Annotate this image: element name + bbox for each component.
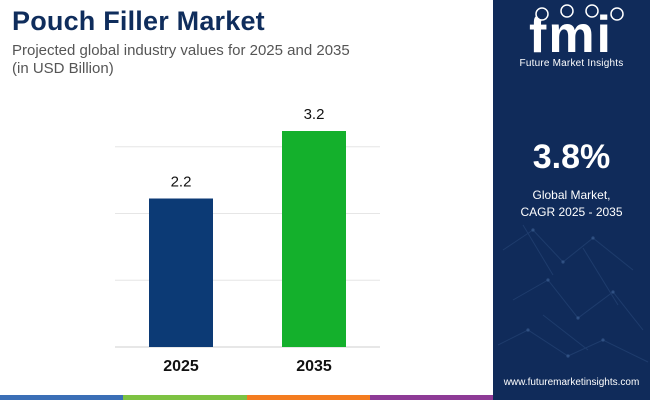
- data-label-2035: 3.2: [304, 106, 325, 123]
- bar-chart: 2.2 2025 3.2 2035: [115, 106, 380, 375]
- strip-segment-1: [0, 395, 124, 400]
- background-pattern: [497, 224, 649, 363]
- cagr-value: 3.8%: [532, 138, 611, 176]
- strip-segment-2: [123, 395, 247, 400]
- x-tick-label-2035: 2035: [296, 358, 332, 375]
- strip-segment-4: [369, 395, 493, 400]
- page-title: Pouch Filler Market: [12, 6, 265, 36]
- strip-segment-3: [246, 395, 370, 400]
- cagr-label: Global Market, CAGR 2025 - 2035: [493, 187, 650, 221]
- bar-2025: [149, 198, 213, 347]
- x-tick-label-2025: 2025: [163, 358, 199, 375]
- page-subtitle: Projected global industry values for 202…: [12, 42, 452, 78]
- logo-caption: Future Market Insights: [519, 58, 624, 69]
- logo-icons: [535, 4, 624, 21]
- data-label-2025: 2.2: [171, 174, 192, 191]
- subtitle-line-1: Projected global industry values for 202…: [12, 42, 350, 59]
- footer-color-strip: [0, 395, 493, 400]
- cagr-label-line-2: CAGR 2025 - 2035: [520, 205, 623, 219]
- website-link[interactable]: www.futuremarketinsights.com: [503, 377, 640, 388]
- fmi-logo: fmi: [529, 4, 624, 60]
- subtitle-line-2: (in USD Billion): [12, 60, 114, 77]
- sidebar-panel: fmi Future Market Insights 3.8% Global M…: [493, 0, 650, 400]
- bar-2035: [282, 131, 346, 347]
- cagr-label-line-1: Global Market,: [532, 188, 611, 202]
